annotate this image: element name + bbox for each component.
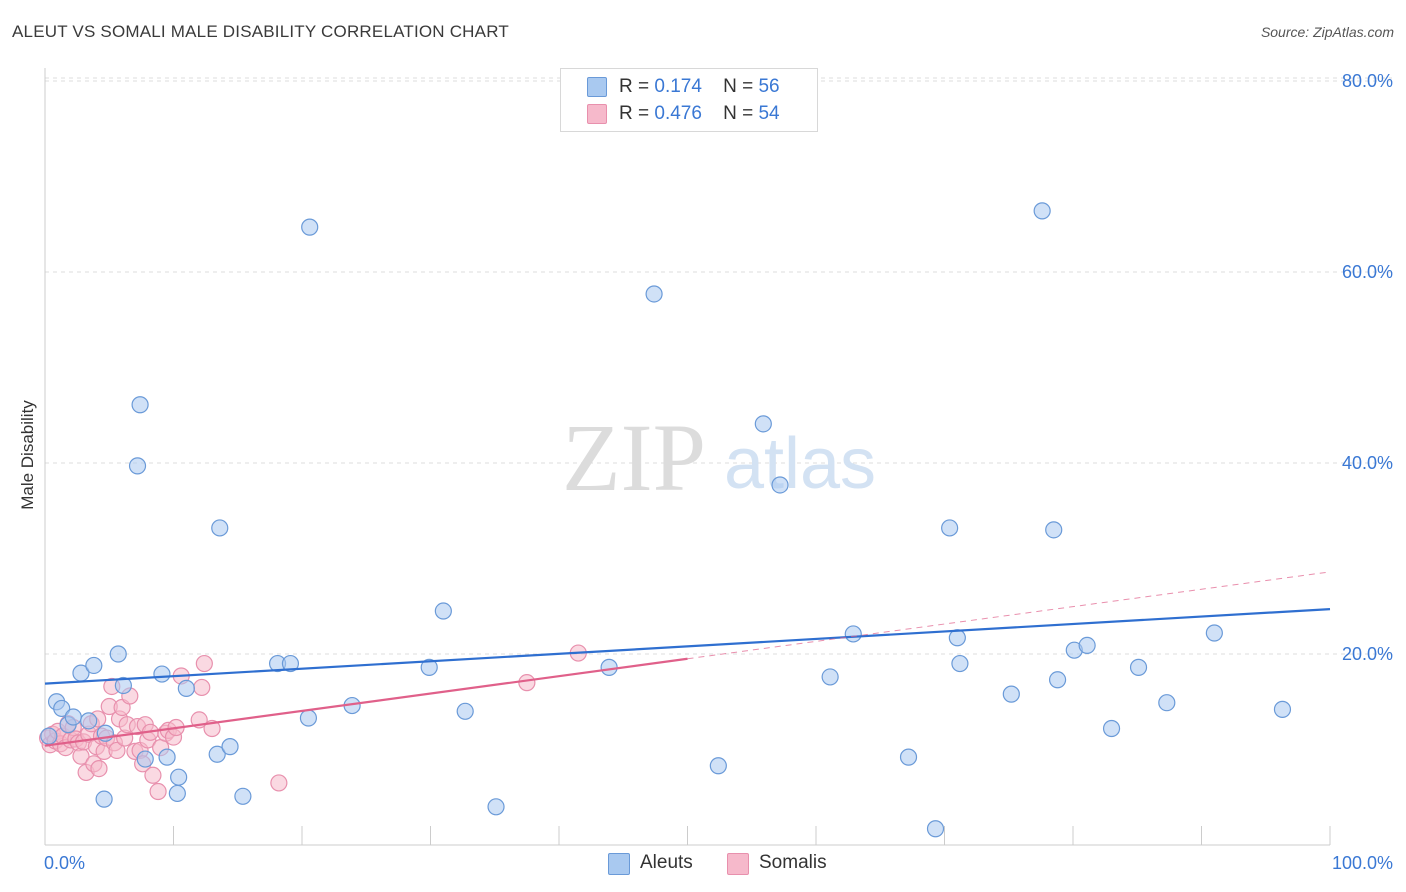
- aleut-point: [434, 602, 452, 620]
- aleut-point: [158, 748, 176, 766]
- legend-r-label: R =: [619, 103, 650, 124]
- tick-labels: 20.0% 40.0% 60.0% 80.0% 0.0% 100.0%: [44, 71, 1393, 873]
- watermark: ZIP atlas: [562, 404, 876, 511]
- axis-layer: [44, 68, 1331, 846]
- aleut-point: [80, 712, 98, 730]
- aleut-point: [1273, 700, 1292, 718]
- aleut-point: [177, 679, 195, 697]
- aleut-point: [1033, 202, 1051, 220]
- legend-n-label: N =: [723, 76, 754, 97]
- watermark-atlas: atlas: [724, 424, 876, 504]
- chart-title: ALEUT VS SOMALI MALE DISABILITY CORRELAT…: [12, 22, 509, 41]
- aleut-point: [1158, 694, 1176, 712]
- somali-point: [518, 674, 536, 692]
- aleut-point: [95, 790, 113, 808]
- somali-point: [195, 654, 213, 673]
- aleut-point: [85, 656, 103, 675]
- x-tick-label: 100.0%: [1332, 853, 1393, 873]
- aleut-point: [951, 654, 969, 673]
- aleut-point: [709, 757, 727, 775]
- legend-label-somalis: Somalis: [759, 852, 827, 873]
- legend-n-label: N =: [723, 103, 754, 124]
- aleut-point: [456, 702, 474, 720]
- aleut-point: [153, 665, 171, 683]
- aleut-point: [899, 748, 918, 766]
- aleut-point: [1002, 685, 1020, 703]
- aleut-point: [420, 658, 438, 676]
- aleut-point: [941, 519, 959, 537]
- aleut-point: [754, 415, 772, 433]
- aleut-point: [600, 658, 618, 676]
- legend-n-value: 56: [758, 76, 780, 97]
- aleut-point: [136, 750, 154, 768]
- aleut-point: [211, 519, 229, 537]
- y-axis-label: Male Disability: [18, 400, 37, 510]
- aleut-point: [170, 768, 188, 786]
- aleut-point: [234, 787, 252, 805]
- somali-point: [144, 766, 162, 784]
- legend-n-value: 54: [758, 103, 780, 124]
- y-tick-label: 20.0%: [1342, 644, 1393, 664]
- trend-layer: [44, 571, 1331, 747]
- legend-r-value: 0.174: [654, 76, 702, 97]
- aleut-point: [1045, 521, 1063, 539]
- aleut-point: [926, 820, 945, 838]
- aleut-point: [771, 476, 789, 494]
- somali-point: [108, 741, 126, 760]
- aleut-point: [299, 709, 318, 727]
- aleut-point: [301, 218, 319, 236]
- legend-r-label: R =: [619, 76, 650, 97]
- somali-point: [90, 759, 108, 778]
- aleut-point: [844, 625, 862, 643]
- aleut-point: [1048, 671, 1067, 689]
- aleut-point: [131, 396, 149, 414]
- aleut-point: [1078, 636, 1096, 655]
- aleut-point: [64, 708, 82, 726]
- legend-label-aleuts: Aleuts: [640, 852, 693, 873]
- aleut-point: [948, 629, 966, 647]
- aleut-point: [109, 645, 127, 663]
- legend-r-value: 0.476: [654, 103, 702, 124]
- aleut-point: [281, 654, 300, 673]
- legend-swatch-somalis: [727, 853, 749, 875]
- source-label: Source: ZipAtlas.com: [1260, 24, 1394, 40]
- aleut-point: [40, 727, 58, 745]
- somali-point: [270, 774, 288, 792]
- aleut-points: [40, 202, 1292, 838]
- legend-swatch-aleuts: [608, 853, 630, 875]
- stats-legend: R = 0.174 N = 56 R = 0.476 N = 54: [560, 68, 818, 132]
- legend-swatch-somalis: [587, 104, 607, 124]
- aleut-point: [645, 285, 663, 303]
- aleut-trend-line: [44, 608, 1331, 685]
- somali-trend-line: [44, 657, 688, 747]
- aleut-point: [1102, 719, 1121, 738]
- x-tick-label: 0.0%: [44, 853, 85, 873]
- aleut-point: [221, 738, 239, 756]
- aleut-point: [53, 699, 71, 718]
- y-tick-label: 60.0%: [1342, 262, 1393, 282]
- somali-point: [193, 678, 211, 697]
- aleut-point: [1205, 624, 1223, 642]
- y-tick-label: 40.0%: [1342, 453, 1393, 473]
- watermark-zip: ZIP: [562, 404, 706, 511]
- y-tick-label: 80.0%: [1342, 71, 1393, 91]
- aleut-point: [208, 745, 226, 763]
- aleut-point: [487, 798, 505, 816]
- aleut-point: [168, 784, 186, 803]
- grid-layer: [45, 77, 1392, 655]
- somali-trend-extension: [687, 571, 1331, 660]
- somali-point: [149, 782, 167, 801]
- aleut-point: [128, 457, 147, 475]
- legend-swatch-aleuts: [587, 77, 607, 97]
- aleut-point: [1129, 658, 1148, 676]
- aleut-point: [821, 668, 839, 686]
- aleut-point: [114, 676, 132, 695]
